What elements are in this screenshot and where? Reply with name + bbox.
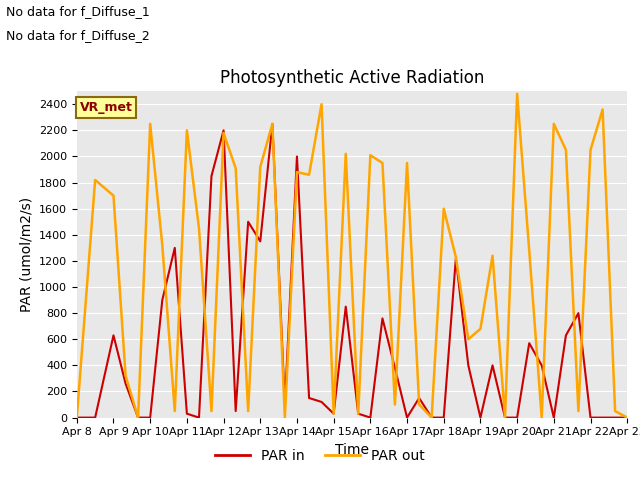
PAR in (73, 415, 81, 420)
PAR out (92, 177, 99, 183)
PAR out (109, 193, 117, 199)
PAR in (244, 219, 252, 225)
PAR out (587, 147, 595, 153)
PAR out (489, 253, 497, 259)
PAR out (623, 415, 631, 420)
PAR out (207, 408, 215, 414)
PAR in (195, 415, 203, 420)
PAR out (232, 165, 239, 171)
PAR out (159, 242, 166, 248)
PAR in (550, 415, 557, 420)
PAR in (452, 255, 460, 261)
PAR out (415, 402, 423, 408)
PAR in (611, 415, 619, 420)
PAR out (305, 172, 313, 178)
PAR out (403, 160, 411, 166)
PAR in (232, 408, 239, 414)
PAR in (220, 128, 227, 133)
PAR in (525, 340, 533, 346)
PAR out (220, 130, 227, 136)
PAR in (501, 415, 509, 420)
PAR in (269, 121, 276, 127)
Line: PAR in: PAR in (77, 124, 627, 418)
PAR out (452, 254, 460, 260)
Line: PAR out: PAR out (77, 94, 627, 418)
PAR out (257, 164, 264, 170)
PAR out (525, 248, 533, 253)
PAR out (269, 121, 276, 127)
PAR in (513, 415, 521, 420)
PAR in (575, 310, 582, 316)
PAR out (538, 415, 545, 420)
PAR out (171, 408, 179, 414)
PAR out (183, 128, 191, 133)
PAR out (391, 402, 399, 408)
Text: VR_met: VR_met (79, 101, 132, 114)
PAR in (562, 333, 570, 338)
PAR out (147, 121, 154, 127)
PAR in (477, 415, 484, 420)
PAR in (403, 415, 411, 420)
PAR in (391, 365, 399, 371)
PAR in (293, 154, 301, 159)
PAR out (317, 101, 325, 107)
PAR in (415, 395, 423, 401)
PAR in (587, 415, 595, 420)
PAR in (428, 415, 435, 420)
Text: No data for f_Diffuse_1: No data for f_Diffuse_1 (6, 5, 150, 18)
PAR in (159, 297, 166, 303)
PAR in (379, 315, 387, 321)
PAR out (428, 415, 435, 420)
PAR in (489, 362, 497, 368)
PAR out (611, 408, 619, 414)
PAR out (575, 408, 582, 414)
PAR in (134, 415, 142, 420)
PAR in (171, 245, 179, 251)
PAR in (538, 362, 545, 368)
PAR out (379, 160, 387, 166)
PAR out (195, 226, 203, 231)
PAR out (342, 151, 349, 157)
PAR out (134, 415, 142, 420)
PAR in (355, 411, 362, 417)
PAR out (355, 411, 362, 417)
PAR in (440, 415, 447, 420)
PAR out (550, 121, 557, 127)
Legend: PAR in, PAR out: PAR in, PAR out (209, 443, 431, 468)
PAR in (281, 402, 289, 408)
PAR out (465, 336, 472, 342)
Y-axis label: PAR (umol/m2/s): PAR (umol/m2/s) (19, 197, 33, 312)
PAR in (330, 411, 337, 417)
PAR out (477, 326, 484, 332)
PAR in (92, 415, 99, 420)
PAR in (599, 415, 607, 420)
PAR out (293, 169, 301, 175)
PAR in (183, 411, 191, 417)
PAR out (122, 373, 129, 379)
PAR in (342, 304, 349, 310)
PAR in (207, 173, 215, 179)
PAR out (73, 415, 81, 420)
PAR out (440, 206, 447, 212)
Text: No data for f_Diffuse_2: No data for f_Diffuse_2 (6, 29, 150, 42)
PAR in (305, 395, 313, 401)
X-axis label: Time: Time (335, 443, 369, 457)
PAR in (367, 415, 374, 420)
PAR out (281, 415, 289, 420)
PAR in (257, 239, 264, 244)
PAR out (330, 411, 337, 417)
PAR out (513, 91, 521, 96)
PAR out (244, 408, 252, 414)
PAR in (465, 362, 472, 368)
PAR out (599, 107, 607, 112)
PAR in (147, 415, 154, 420)
PAR in (109, 333, 117, 338)
PAR out (367, 152, 374, 158)
Title: Photosynthetic Active Radiation: Photosynthetic Active Radiation (220, 69, 484, 87)
PAR in (122, 381, 129, 386)
PAR in (317, 399, 325, 405)
PAR in (623, 415, 631, 420)
PAR out (501, 415, 509, 420)
PAR out (562, 147, 570, 153)
